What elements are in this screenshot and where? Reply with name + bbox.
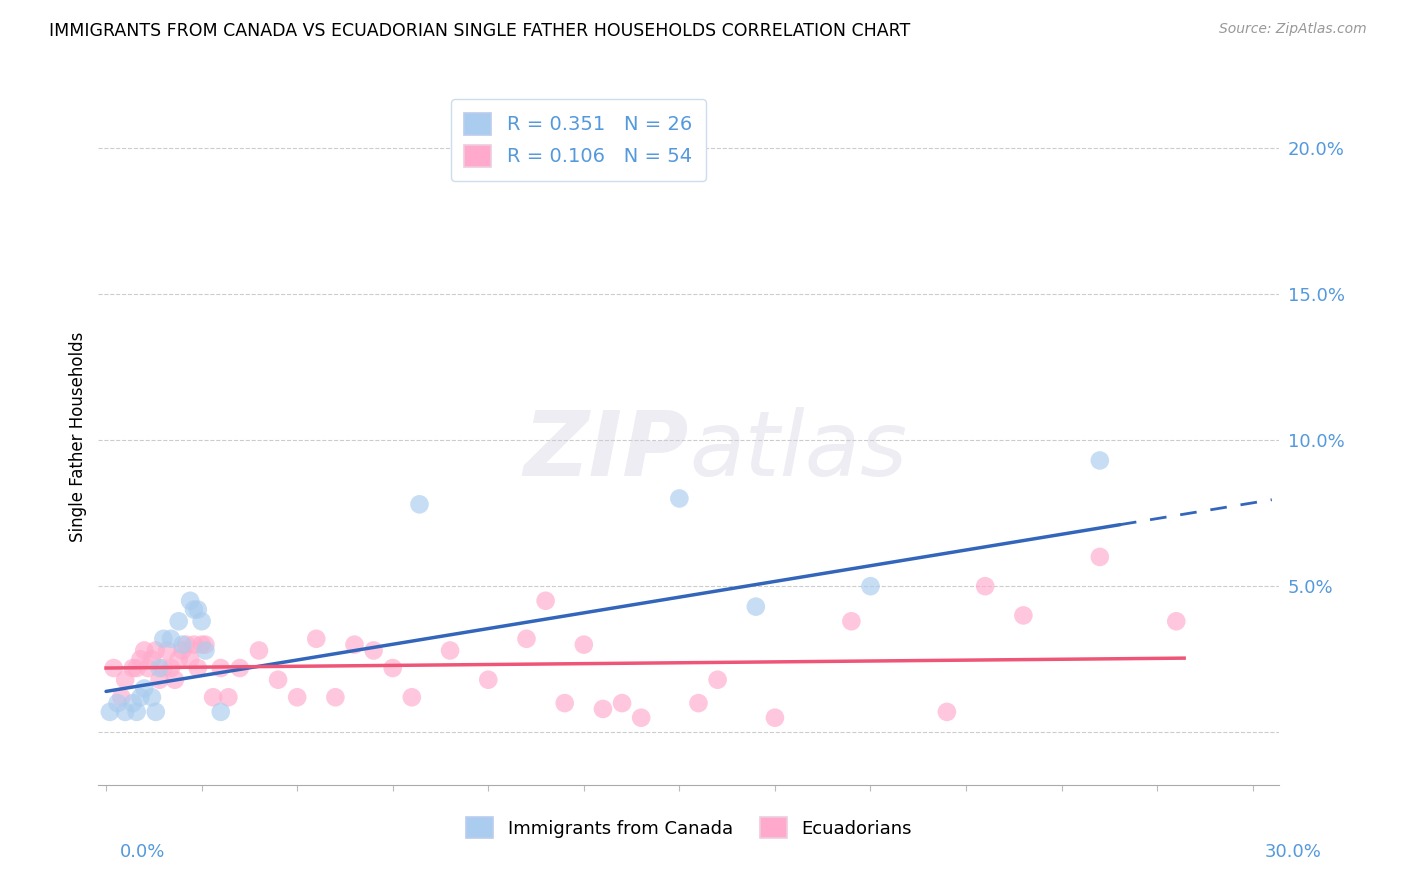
Point <box>745 599 768 614</box>
Point <box>217 690 239 705</box>
Point <box>763 711 786 725</box>
Point <box>1012 608 1035 623</box>
Point <box>172 643 194 657</box>
Point <box>172 638 194 652</box>
Point <box>145 705 167 719</box>
Point <box>194 643 217 657</box>
Point <box>554 696 576 710</box>
Point <box>343 638 366 652</box>
Point <box>209 705 232 719</box>
Point <box>859 579 882 593</box>
Point <box>160 632 183 646</box>
Point <box>121 661 143 675</box>
Text: 0.0%: 0.0% <box>120 843 165 861</box>
Point <box>439 643 461 657</box>
Point <box>136 661 159 675</box>
Point <box>1088 453 1111 467</box>
Point <box>134 643 156 657</box>
Point <box>1088 549 1111 564</box>
Point <box>190 638 212 652</box>
Point <box>401 690 423 705</box>
Point <box>381 661 404 675</box>
Point <box>267 673 290 687</box>
Point <box>145 643 167 657</box>
Point <box>141 690 163 705</box>
Point <box>190 614 212 628</box>
Point <box>285 690 308 705</box>
Point <box>1166 614 1188 628</box>
Point <box>202 690 225 705</box>
Y-axis label: Single Father Households: Single Father Households <box>69 332 87 542</box>
Text: ZIP: ZIP <box>523 407 689 495</box>
Point <box>129 652 152 666</box>
Point <box>630 711 652 725</box>
Point <box>592 702 614 716</box>
Legend: Immigrants from Canada, Ecuadorians: Immigrants from Canada, Ecuadorians <box>458 810 920 846</box>
Point <box>160 661 183 675</box>
Point <box>209 661 232 675</box>
Point <box>167 652 190 666</box>
Point <box>841 614 863 628</box>
Point <box>706 673 728 687</box>
Point <box>183 638 205 652</box>
Point <box>163 673 186 687</box>
Point <box>103 661 125 675</box>
Point <box>114 705 136 719</box>
Point <box>152 661 174 675</box>
Point <box>408 497 430 511</box>
Text: atlas: atlas <box>689 407 907 495</box>
Point <box>98 705 121 719</box>
Text: Source: ZipAtlas.com: Source: ZipAtlas.com <box>1219 22 1367 37</box>
Point <box>121 696 143 710</box>
Point <box>148 673 170 687</box>
Point <box>187 661 209 675</box>
Point <box>125 705 148 719</box>
Point <box>688 696 710 710</box>
Point <box>129 690 152 705</box>
Point <box>572 638 595 652</box>
Point <box>610 696 633 710</box>
Point <box>125 661 148 675</box>
Point <box>477 673 499 687</box>
Point <box>156 643 179 657</box>
Point <box>176 638 198 652</box>
Point <box>183 602 205 616</box>
Point <box>110 690 132 705</box>
Point <box>974 579 997 593</box>
Point <box>194 638 217 652</box>
Point <box>534 149 557 163</box>
Point <box>179 652 201 666</box>
Text: 30.0%: 30.0% <box>1265 843 1322 861</box>
Point <box>534 594 557 608</box>
Point <box>179 594 201 608</box>
Point <box>187 602 209 616</box>
Point <box>167 614 190 628</box>
Point <box>247 643 270 657</box>
Point <box>515 632 537 646</box>
Point <box>363 643 385 657</box>
Point <box>141 652 163 666</box>
Point <box>134 681 156 696</box>
Text: IMMIGRANTS FROM CANADA VS ECUADORIAN SINGLE FATHER HOUSEHOLDS CORRELATION CHART: IMMIGRANTS FROM CANADA VS ECUADORIAN SIN… <box>49 22 911 40</box>
Point <box>935 705 957 719</box>
Point <box>107 696 129 710</box>
Point <box>325 690 347 705</box>
Point <box>229 661 252 675</box>
Point <box>305 632 328 646</box>
Point <box>668 491 690 506</box>
Point <box>152 632 174 646</box>
Point <box>148 661 170 675</box>
Point <box>114 673 136 687</box>
